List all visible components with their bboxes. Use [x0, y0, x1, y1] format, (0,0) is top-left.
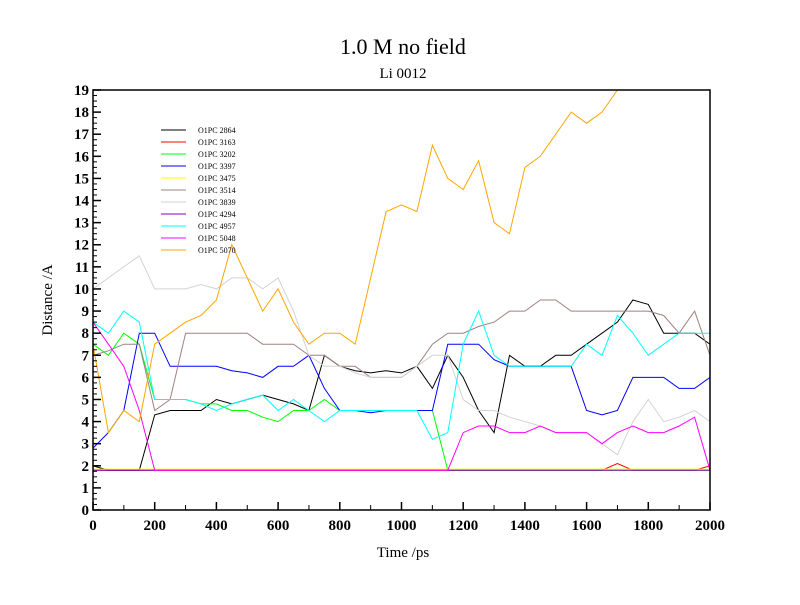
- x-tick-label: 0: [89, 518, 97, 534]
- y-tick-label: 0: [82, 503, 90, 519]
- x-tick-label: 2000: [695, 518, 725, 534]
- legend-label: O1PC 3475: [198, 174, 236, 183]
- legend-label: O1PC 5070: [198, 246, 236, 255]
- y-tick-label: 17: [74, 127, 90, 143]
- legend-label: O1PC 3514: [198, 186, 236, 195]
- x-tick-label: 600: [267, 518, 290, 534]
- x-tick-label: 400: [205, 518, 228, 534]
- legend-label: O1PC 4957: [198, 222, 236, 231]
- y-tick-label: 12: [74, 238, 89, 254]
- x-tick-label: 800: [329, 518, 352, 534]
- plot-frame: [92, 89, 711, 511]
- x-axis-label: Time /ps: [377, 545, 430, 561]
- series-line-o1pc-3839: [93, 255, 710, 456]
- legend-label: O1PC 3202: [198, 150, 236, 159]
- legend-label: O1PC 3397: [198, 162, 236, 171]
- y-tick-label: 8: [82, 326, 90, 342]
- y-tick-label: 2: [82, 459, 90, 475]
- y-tick-label: 13: [74, 216, 89, 232]
- y-tick-label: 1: [82, 481, 90, 497]
- y-tick-label: 14: [74, 194, 90, 210]
- y-tick-label: 10: [74, 282, 89, 298]
- x-tick-label: 1600: [572, 518, 602, 534]
- legend-label: O1PC 2864: [198, 126, 236, 135]
- y-tick-label: 9: [82, 304, 90, 320]
- series-line-o1pc-2864: [93, 299, 710, 471]
- legend-label: O1PC 5048: [198, 234, 236, 243]
- x-tick-label: 1000: [387, 518, 417, 534]
- series-line-o1pc-3397: [93, 332, 710, 449]
- series-line-o1pc-5048: [93, 321, 710, 471]
- y-tick-label: 7: [82, 348, 90, 364]
- y-tick-label: 11: [75, 260, 89, 276]
- y-tick-label: 6: [82, 370, 90, 386]
- series-line-o1pc-3202: [93, 332, 710, 471]
- y-tick-label: 18: [74, 105, 89, 121]
- y-tick-label: 5: [82, 392, 90, 408]
- series-line-o1pc-4957: [93, 309, 710, 440]
- x-tick-label: 200: [143, 518, 166, 534]
- y-tick-label: 15: [74, 171, 89, 187]
- y-tick-label: 19: [74, 83, 89, 99]
- legend-label: O1PC 3839: [198, 198, 236, 207]
- series-line-o1pc-5070: [93, 90, 618, 434]
- y-tick-label: 4: [82, 415, 90, 431]
- chart-title: 1.0 M no field: [340, 34, 466, 59]
- legend-label: O1PC 4294: [198, 210, 236, 219]
- y-axis-label: Distance /A: [40, 264, 56, 335]
- x-tick-label: 1800: [633, 518, 663, 534]
- legend-label: O1PC 3163: [198, 138, 236, 147]
- chart-subtitle: Li 0012: [379, 66, 426, 82]
- x-tick-label: 1200: [448, 518, 478, 534]
- y-tick-label: 16: [74, 149, 90, 165]
- x-tick-label: 1400: [510, 518, 540, 534]
- y-tick-label: 3: [82, 437, 90, 453]
